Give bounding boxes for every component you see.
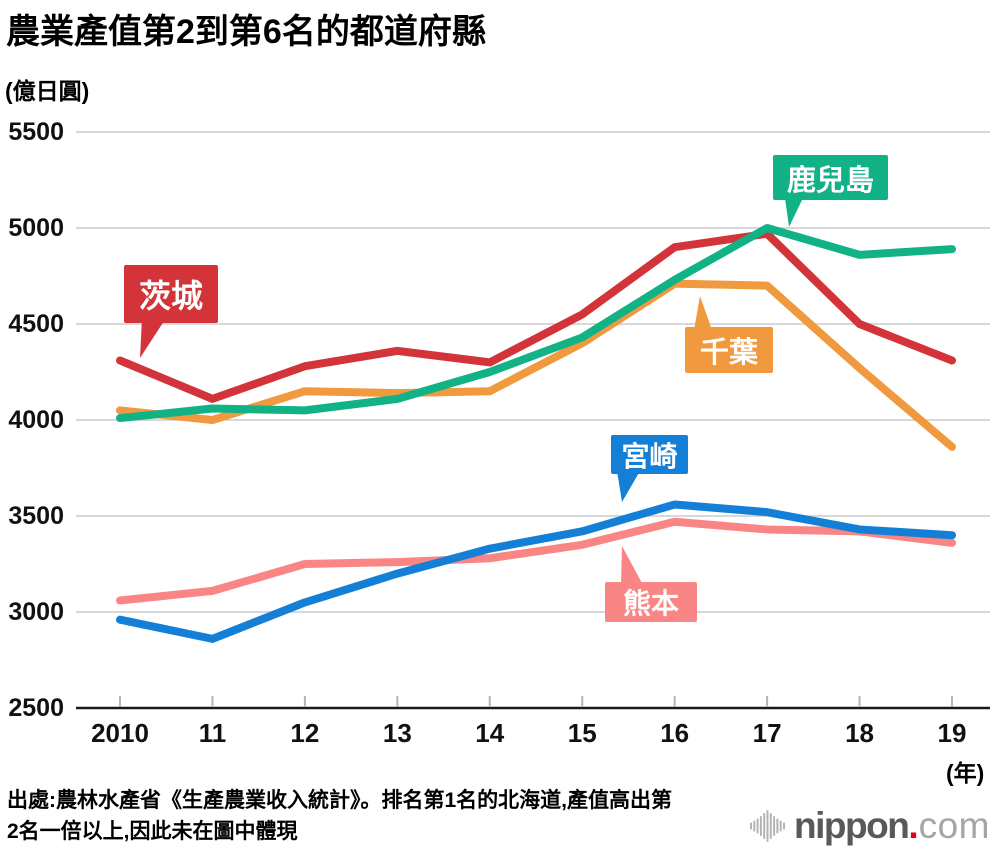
wave-bar	[769, 813, 772, 839]
x-tick-label: 16	[660, 718, 690, 748]
series-line-miyazaki	[116, 500, 956, 643]
x-tick-label: 11	[198, 718, 227, 748]
callout-ibaraki: 茨城	[124, 265, 218, 323]
source-line-1: 出處:農林水產省《生產農業收入統計》。排名第1名的北海道,產值高出第	[7, 789, 673, 812]
series-line-chiba	[116, 279, 956, 451]
wave-bar	[750, 822, 753, 830]
x-tick-label: 12	[290, 718, 320, 748]
source-note: 出處:農林水產省《生產農業收入統計》。排名第1名的北海道,產值高出第 2名一倍以…	[7, 785, 672, 847]
y-axis-unit-label: (億日圓)	[5, 78, 90, 104]
wave-bar	[759, 816, 762, 836]
wave-bar	[776, 818, 779, 834]
series-line-ibaraki	[116, 229, 956, 403]
y-tick-label: 3500	[8, 502, 64, 530]
wave-bar	[763, 813, 766, 839]
logo-name: nippon	[794, 805, 910, 846]
y-tick-label: 5500	[8, 118, 64, 146]
y-tick-label: 4500	[8, 310, 64, 338]
y-tick-label: 5000	[8, 214, 64, 242]
logo-dot: .	[908, 805, 919, 846]
y-tick-label: 3000	[8, 598, 64, 626]
callout-kumamoto: 熊本	[605, 582, 697, 622]
sound-wave-icon	[750, 810, 786, 842]
series-line-kagoshima	[116, 224, 956, 423]
source-line-2: 2名一倍以上,因此未在圖中體現	[7, 820, 298, 843]
x-tick-label: 19	[937, 718, 967, 748]
x-tick-label: 18	[845, 718, 874, 748]
x-axis-unit-label: (年)	[946, 760, 985, 786]
x-tick-label: 2010	[91, 718, 149, 748]
callout-tail-ibaraki	[140, 318, 166, 358]
callout-tail-miyazaki	[617, 471, 640, 502]
logo-wordmark: nippon.com	[794, 804, 990, 848]
nippon-logo[interactable]: nippon.com	[750, 804, 990, 848]
wave-bar	[766, 810, 769, 842]
y-tick-label: 4000	[8, 406, 64, 434]
callout-chiba: 千葉	[685, 327, 773, 373]
wave-bar	[783, 822, 786, 830]
x-tick-label: 17	[752, 718, 782, 748]
wave-bar	[773, 816, 776, 836]
callout-tail-chiba	[694, 296, 712, 330]
callout-tail-kumamoto	[621, 546, 643, 585]
callout-tail-kagoshima	[785, 198, 803, 227]
y-tick-label: 2500	[8, 694, 64, 722]
series-line-kumamoto	[116, 517, 956, 605]
x-tick-label: 15	[567, 718, 597, 748]
wave-bar	[756, 818, 759, 834]
x-tick-label: 13	[382, 718, 412, 748]
callout-miyazaki: 宮崎	[611, 435, 688, 474]
callout-kagoshima: 鹿兒島	[773, 155, 888, 200]
page-title: 農業產值第2到第6名的都道府縣	[6, 13, 486, 51]
logo-tld: com	[918, 805, 990, 846]
wave-bar	[779, 820, 782, 832]
wave-bar	[753, 820, 756, 832]
x-tick-label: 14	[475, 718, 505, 748]
